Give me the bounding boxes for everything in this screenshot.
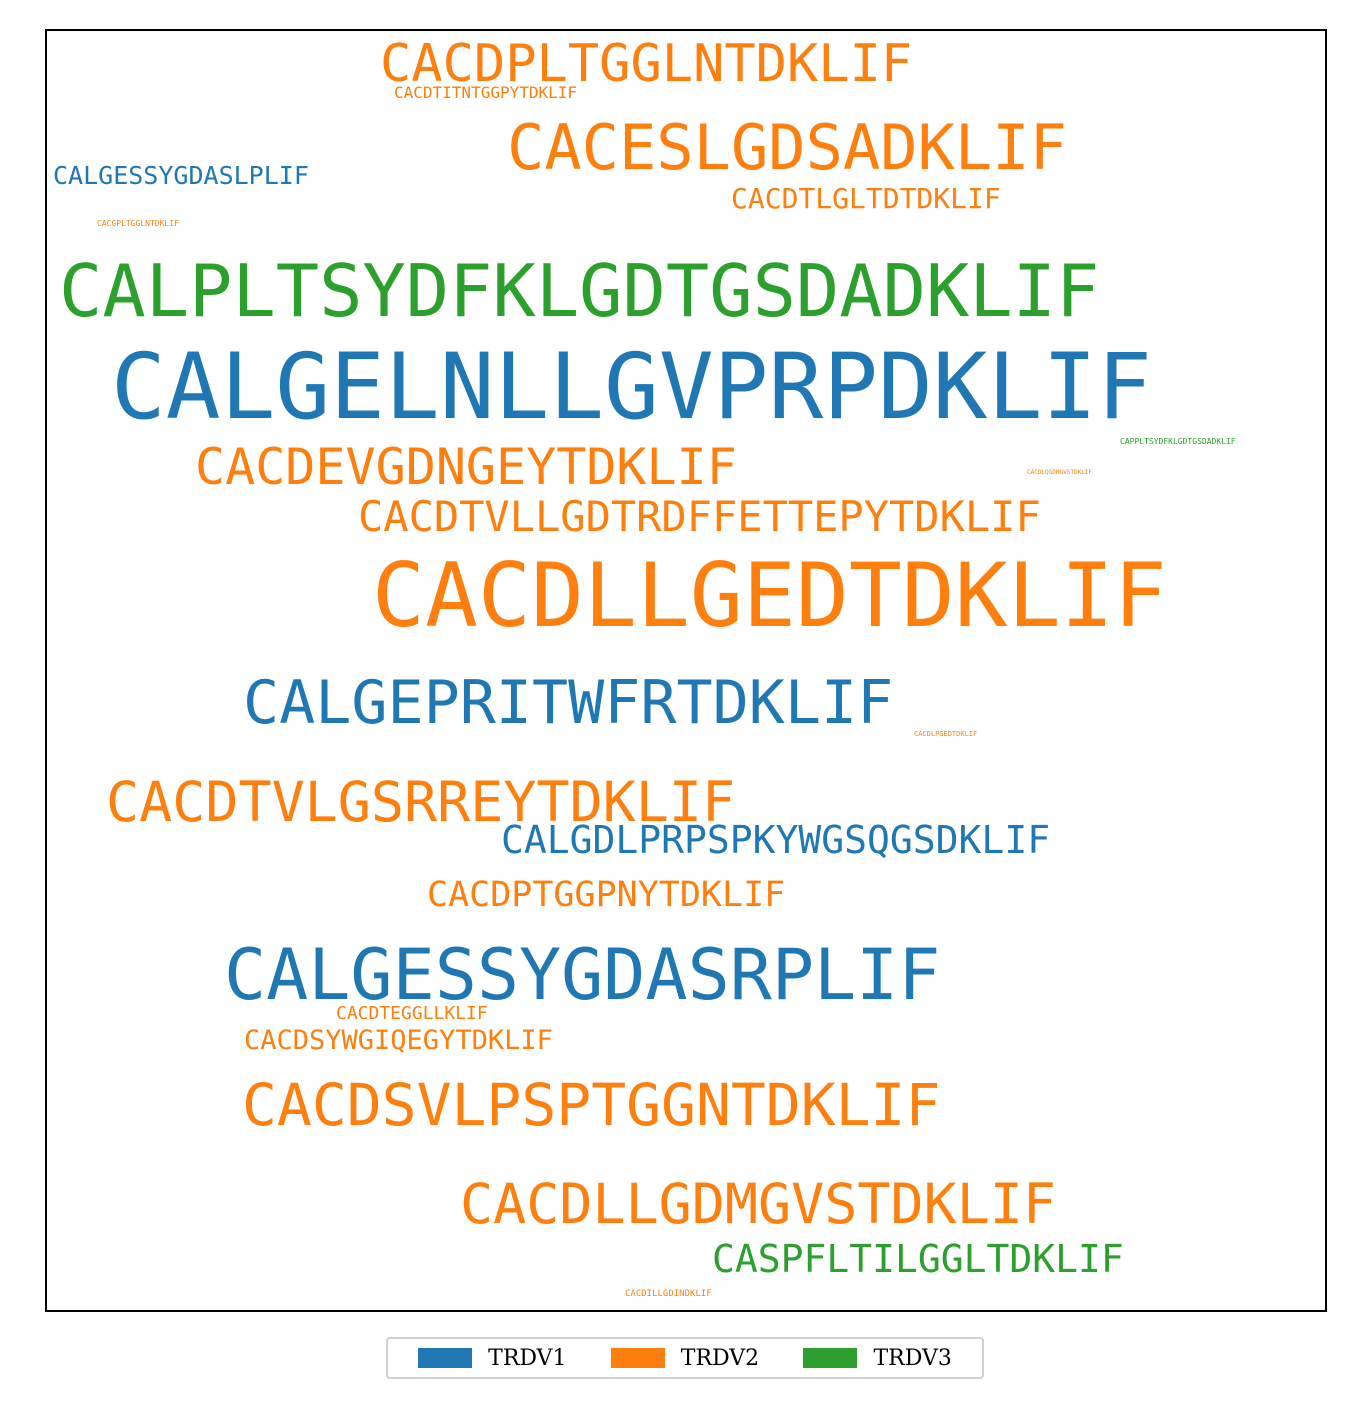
word-cacdlpgedtdklif: CACDLPGEDTDKLIF bbox=[914, 730, 977, 738]
word-cacdsywgiqegytdklif: CACDSYWGIQEGYTDKLIF bbox=[244, 1025, 553, 1056]
legend-item-trdv1: TRDV1 bbox=[418, 1345, 567, 1371]
word-cacdllgdmgvstdklif: CACDLLGDMGVSTDKLIF bbox=[460, 1172, 1056, 1236]
word-calgessygdasrplif: CALGESSYGDASRPLIF bbox=[224, 934, 940, 1016]
word-cacdtlgltdtdklif: CACDTLGLTDTDKLIF bbox=[731, 182, 1001, 215]
word-cacdtvlgsrreytdklif: CACDTVLGSRREYTDKLIF bbox=[106, 770, 735, 834]
legend-label-trdv2: TRDV2 bbox=[680, 1345, 760, 1371]
legend-swatch-trdv2 bbox=[610, 1348, 665, 1368]
legend-swatch-trdv3 bbox=[803, 1348, 858, 1368]
word-calgepritwfrtdklif: CALGEPRITWFRTDKLIF bbox=[243, 668, 893, 738]
word-cacdevgdngeytdklif: CACDEVGDNGEYTDKLIF bbox=[195, 438, 737, 496]
word-cacdptggpnytdklif: CACDPTGGPNYTDKLIF bbox=[427, 875, 785, 915]
word-calgelnllgvprpdklif: CALGELNLLGVPRPDKLIF bbox=[111, 335, 1152, 440]
plot-frame: CACDPLTGGLNTDKLIF CACDTITNTGGPYTDKLIF CACE… bbox=[45, 29, 1327, 1312]
word-cacdtitntggpytdklif: CACDTITNTGGPYTDKLIF bbox=[394, 83, 577, 102]
word-cacdillgdindklif: CACDILLGDINDKLIF bbox=[625, 1289, 712, 1299]
word-calgdlprpspkywgsqgsdklif: CALGDLPRPSPKYWGSQGSDKLIF bbox=[501, 818, 1050, 862]
word-cacdlqgdmgvstdklif: CACDLQGDMGVSTDKLIF bbox=[1027, 469, 1092, 476]
word-cacdtvllgdtrdffettepytdklif: CACDTVLLGDTRDFFETTEPYTDKLIF bbox=[358, 492, 1041, 541]
word-cacdpltgglntdklif: CACDPLTGGLNTDKLIF bbox=[380, 34, 912, 94]
word-cacgpltgglntdklif: CACGPLTGGLNTDKLIF bbox=[97, 219, 179, 228]
legend-swatch-trdv1 bbox=[418, 1348, 473, 1368]
word-calpltsydfklgdtgsdadklif: CALPLTSYDFKLGDTGSDADKLIF bbox=[59, 249, 1099, 333]
word-calgessygdaslplif: CALGESSYGDASLPLIF bbox=[53, 161, 309, 190]
legend-label-trdv3: TRDV3 bbox=[873, 1345, 952, 1371]
word-cappltsydfklgdtgsdadklif: CAPPLTSYDFKLGDTGSDADKLIF bbox=[1120, 437, 1236, 446]
word-cacdteggllklif: CACDTEGGLLKLIF bbox=[336, 1003, 488, 1024]
legend-item-trdv3: TRDV3 bbox=[803, 1345, 952, 1371]
legend-item-trdv2: TRDV2 bbox=[610, 1345, 760, 1371]
legend-label-trdv1: TRDV1 bbox=[488, 1345, 567, 1371]
word-caceslgdsadklif: CACESLGDSADKLIF bbox=[507, 111, 1067, 184]
word-cacdllgedtdklif: CACDLLGEDTDKLIF bbox=[372, 544, 1167, 647]
word-cacdsvlpsptggntdklif: CACDSVLPSPTGGNTDKLIF bbox=[242, 1071, 940, 1139]
word-caspfltilggltdklif: CASPFLTILGGLTDKLIF bbox=[712, 1237, 1124, 1281]
legend: TRDV1 TRDV2 TRDV3 bbox=[386, 1337, 984, 1379]
